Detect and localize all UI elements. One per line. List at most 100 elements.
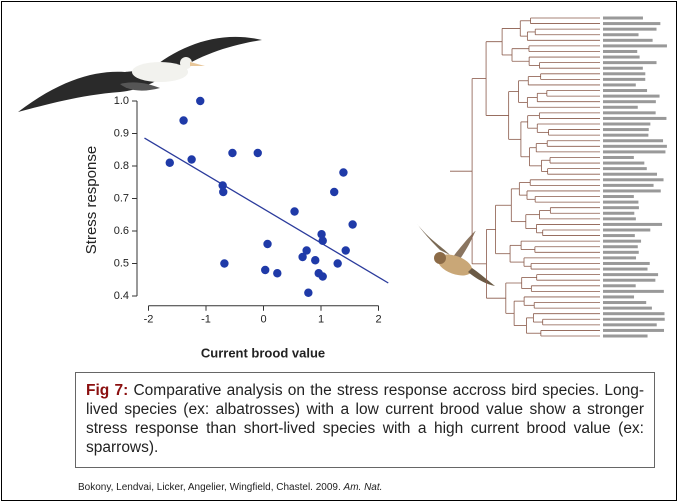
tree-label bbox=[603, 328, 665, 332]
tree-label bbox=[603, 111, 656, 115]
point bbox=[302, 246, 311, 255]
tree-label bbox=[603, 22, 661, 26]
tree-label bbox=[603, 49, 638, 53]
tree-label bbox=[603, 116, 667, 120]
tree-label bbox=[603, 284, 636, 288]
tree-label bbox=[603, 211, 635, 215]
tree-label bbox=[603, 306, 652, 310]
tree-label bbox=[603, 250, 639, 254]
tree-label bbox=[603, 66, 643, 70]
tree-label bbox=[603, 178, 664, 182]
point bbox=[218, 181, 227, 190]
tree-label bbox=[603, 161, 645, 165]
point bbox=[187, 155, 196, 164]
tree-label bbox=[603, 278, 656, 282]
point bbox=[311, 256, 320, 265]
tree-label bbox=[603, 16, 643, 20]
tree-label bbox=[603, 55, 640, 59]
caption-text: Comparative analysis on the stress respo… bbox=[86, 382, 644, 456]
tree-label bbox=[603, 217, 636, 221]
tree-label bbox=[603, 183, 654, 187]
y-axis-label: Stress response bbox=[83, 146, 100, 254]
x-tick-label: 2 bbox=[375, 314, 381, 326]
tree-label bbox=[603, 100, 656, 104]
albatross bbox=[18, 36, 262, 112]
tree-label bbox=[603, 77, 646, 81]
tree-label bbox=[603, 144, 667, 148]
point bbox=[261, 265, 270, 275]
y-tick-label: 0.5 bbox=[114, 257, 129, 269]
tree-label bbox=[603, 139, 664, 143]
point bbox=[253, 148, 262, 158]
tree-label bbox=[603, 228, 651, 232]
tree-label bbox=[603, 222, 663, 226]
tree-label bbox=[603, 27, 657, 31]
tree-label bbox=[603, 317, 665, 321]
point bbox=[165, 158, 174, 167]
x-tick-label: -1 bbox=[201, 314, 211, 326]
tree-label bbox=[603, 122, 651, 126]
tree-label bbox=[603, 83, 636, 87]
x-tick-label: -2 bbox=[144, 314, 154, 326]
tree-label bbox=[603, 105, 638, 109]
tree-label bbox=[603, 323, 657, 327]
point bbox=[348, 220, 357, 229]
y-tick-label: 0.4 bbox=[114, 290, 129, 302]
tree-label bbox=[603, 38, 653, 42]
tree-label bbox=[603, 245, 638, 249]
tree-label bbox=[603, 72, 646, 76]
point bbox=[339, 168, 348, 177]
tree-label bbox=[603, 150, 666, 154]
citation: Bokony, Lendvai, Licker, Angelier, Wingf… bbox=[78, 482, 382, 493]
tree-label bbox=[603, 133, 649, 137]
tree-label bbox=[603, 273, 659, 277]
tree-label bbox=[603, 234, 635, 238]
tree-label bbox=[603, 94, 660, 98]
point bbox=[304, 288, 313, 297]
tree-label bbox=[603, 301, 647, 305]
x-axis-label: Current brood value bbox=[201, 345, 325, 360]
point bbox=[273, 269, 282, 278]
y-tick-label: 0.8 bbox=[114, 160, 129, 172]
caption: Fig 7: Comparative analysis on the stres… bbox=[75, 372, 655, 468]
fit-line bbox=[144, 137, 389, 284]
point bbox=[333, 259, 342, 268]
tree-label bbox=[603, 89, 648, 93]
y-tick-label: 0.9 bbox=[114, 127, 129, 139]
tree-label bbox=[603, 261, 650, 265]
tree-label bbox=[603, 295, 635, 299]
tree-label bbox=[603, 200, 639, 204]
x-tick-label: 1 bbox=[318, 314, 324, 326]
point bbox=[317, 230, 326, 239]
point bbox=[318, 272, 327, 281]
point bbox=[298, 252, 307, 262]
tree-label bbox=[603, 128, 649, 132]
citation-text: Bokony, Lendvai, Licker, Angelier, Wingf… bbox=[78, 482, 344, 493]
point bbox=[220, 259, 229, 268]
tree-label bbox=[603, 44, 667, 48]
tree-label bbox=[603, 289, 664, 293]
sparrow bbox=[417, 223, 495, 286]
tree-label bbox=[603, 206, 639, 210]
point bbox=[196, 96, 205, 106]
tree-label bbox=[603, 189, 661, 193]
tree-label bbox=[603, 167, 647, 171]
x-tick-label: 0 bbox=[260, 314, 266, 326]
point bbox=[179, 116, 188, 125]
phylogenetic-tree bbox=[450, 16, 667, 338]
tree-label bbox=[603, 172, 658, 176]
caption-label: Fig 7: bbox=[86, 382, 129, 399]
tree-label bbox=[603, 267, 648, 271]
point bbox=[228, 148, 237, 158]
citation-journal: Am. Nat. bbox=[343, 482, 383, 493]
tree-label bbox=[603, 256, 637, 260]
tree-label bbox=[603, 155, 634, 159]
y-tick-label: 0.7 bbox=[114, 192, 129, 204]
point bbox=[318, 236, 327, 245]
y-tick-label: 0.6 bbox=[114, 225, 129, 237]
tree-label bbox=[603, 239, 642, 243]
tree-label bbox=[603, 312, 665, 316]
point bbox=[290, 207, 299, 216]
